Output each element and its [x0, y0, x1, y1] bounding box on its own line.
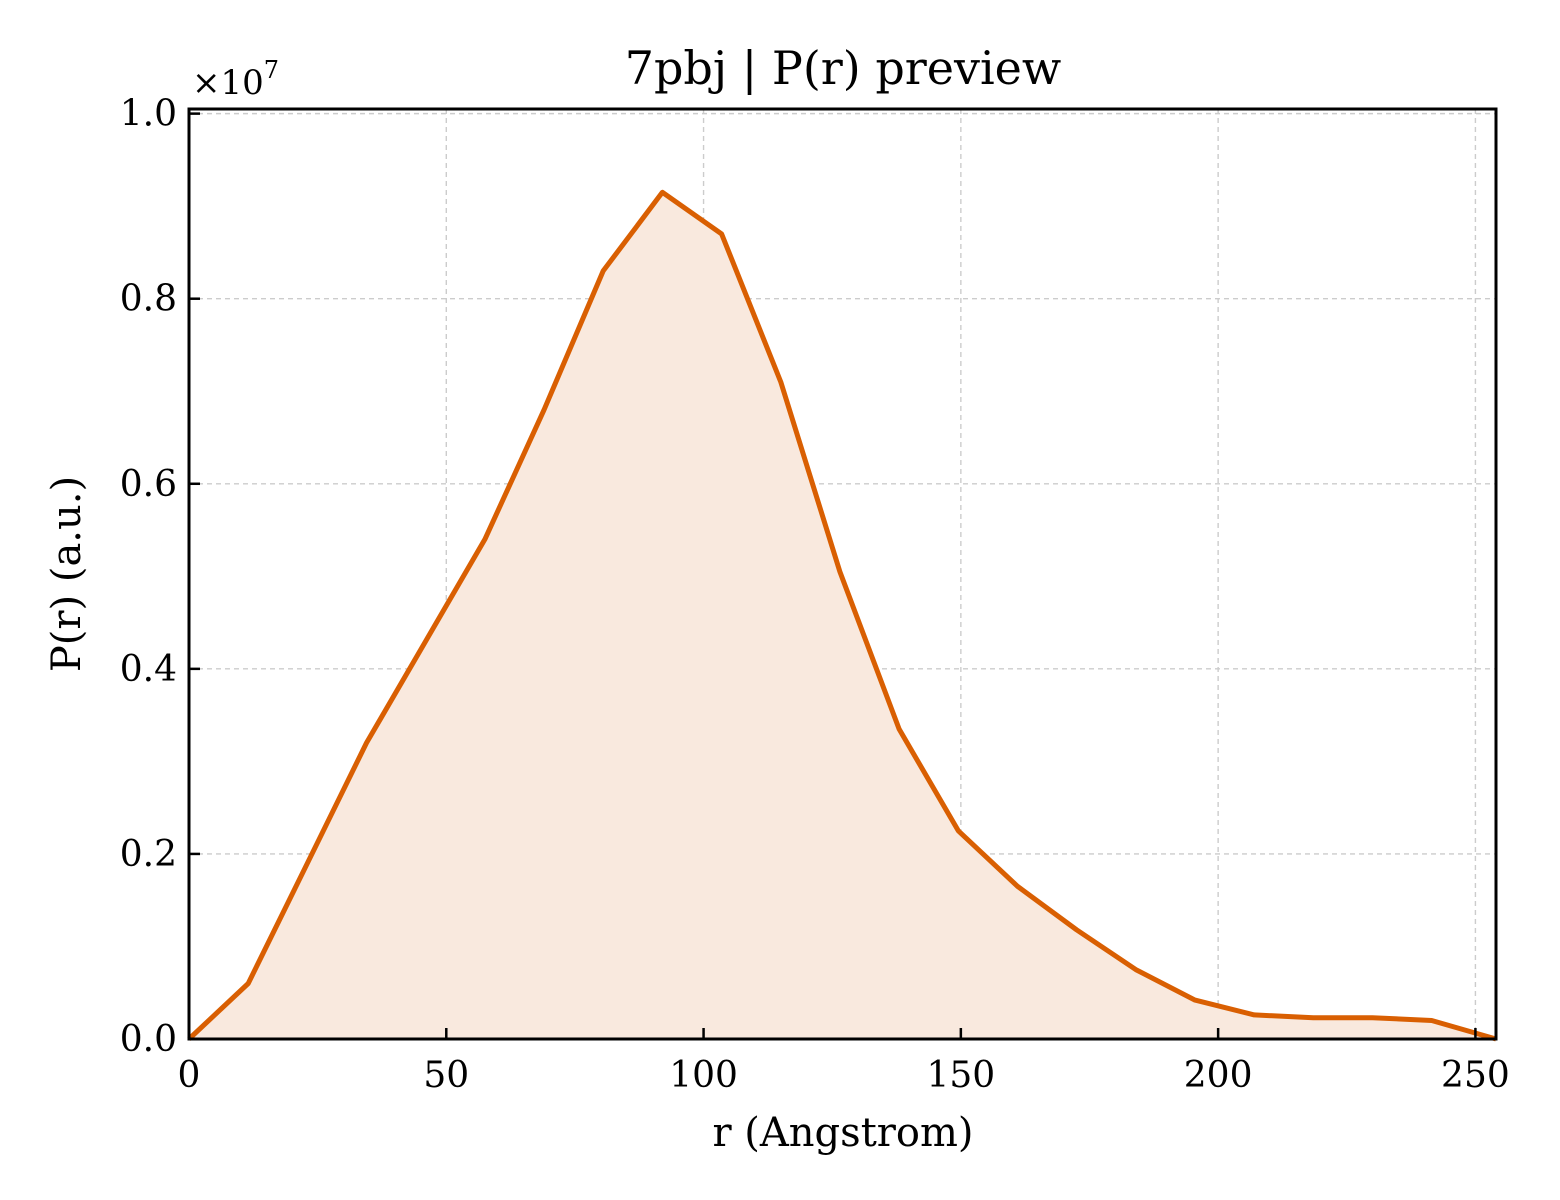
y-tick-labels: 0.0 0.2 0.4 0.6 0.8 1.0 — [120, 94, 177, 1060]
y-tick-label: 0.0 — [120, 1019, 177, 1060]
y-tick-label: 0.6 — [120, 464, 177, 505]
chart-title: 7pbj | P(r) preview — [625, 41, 1062, 95]
y-tick-label: 0.2 — [120, 834, 177, 875]
y-tick-label: 0.8 — [120, 279, 177, 320]
y-tick-label: 1.0 — [120, 94, 177, 135]
y-multiplier-base: ×10 — [192, 63, 264, 103]
x-tick-label: 100 — [669, 1055, 738, 1096]
x-tick-label: 200 — [1184, 1055, 1253, 1096]
x-tick-label: 50 — [423, 1055, 469, 1096]
x-tick-label: 0 — [178, 1055, 201, 1096]
area-fill — [189, 192, 1496, 1040]
area-fill-group — [189, 192, 1496, 1040]
tick-marks — [187, 112, 1477, 1041]
x-axis-label: r (Angstrom) — [712, 1110, 973, 1156]
plot-frame — [187, 107, 1498, 1041]
series-line — [187, 189, 1497, 1042]
x-tick-label: 150 — [926, 1055, 995, 1096]
x-tick-labels: 0 50 100 150 200 250 — [178, 1055, 1510, 1096]
x-tick-label: 250 — [1441, 1055, 1510, 1096]
y-tick-label: 0.4 — [120, 649, 177, 690]
line-group — [187, 189, 1497, 1042]
y-multiplier: ×107 — [192, 56, 279, 103]
y-multiplier-exponent: 7 — [264, 56, 279, 84]
y-axis-label: P(r) (a.u.) — [44, 476, 90, 672]
